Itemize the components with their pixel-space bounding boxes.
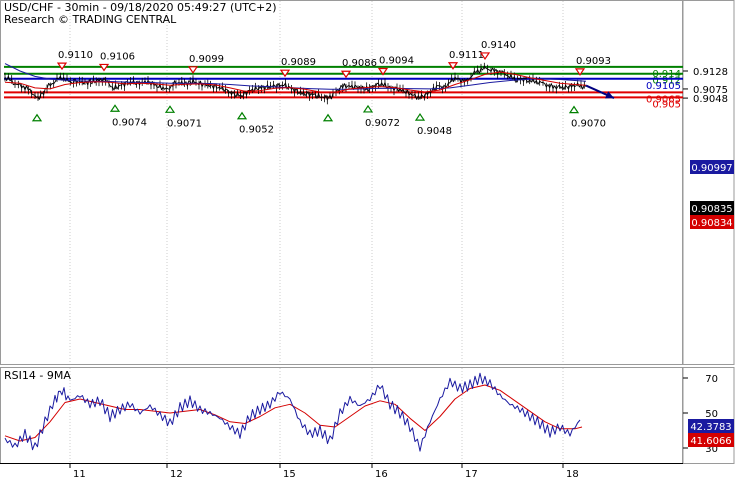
price-series (4, 62, 587, 105)
swing-high-triangle (479, 52, 491, 61)
rsi-axis-frame (682, 367, 735, 464)
forecast-arrowhead (605, 91, 614, 99)
x-tick-label: 17 (465, 469, 478, 480)
forecast-arrow (585, 84, 615, 100)
swing-high-triangle (56, 62, 68, 71)
swing-high-label: 0.9086 (342, 58, 377, 69)
price-tag-label: 0.90835 (691, 204, 732, 215)
swing-high-triangle (574, 68, 586, 76)
rsi-tag-box (688, 433, 734, 447)
price-panel-frame (0, 0, 683, 365)
swing-high-label: 0.9094 (379, 56, 414, 67)
swing-high-label: 0.9140 (481, 40, 516, 51)
swing-low-triangle (31, 113, 43, 122)
swing-low-triangle (322, 113, 334, 122)
ma-blue-line (4, 63, 587, 90)
rsi-tag-label: 42.3783 (690, 422, 731, 433)
swing-high-label: 0.9106 (100, 51, 135, 62)
chart-title: USD/CHF - 30min - 09/18/2020 05:49:27 (U… (4, 1, 277, 14)
swing-high-triangle (447, 62, 459, 70)
level-label: 0.9105 (646, 81, 681, 92)
swing-high-label: 0.9093 (576, 56, 611, 67)
price-tag-label: 0.90834 (691, 218, 732, 229)
swing-low-label: 0.9071 (167, 118, 202, 129)
price-tag-box (690, 160, 734, 174)
chart-subtitle: Research © TRADING CENTRAL (4, 13, 177, 26)
swing-low-triangle (164, 105, 176, 113)
x-tick-label: 15 (283, 469, 296, 480)
rsi-tick-label: 70 (705, 374, 718, 385)
swing-low-label: 0.9072 (365, 118, 400, 129)
ma-red-line (4, 71, 587, 93)
swing-high-triangle (98, 63, 110, 72)
x-tick-label: 11 (73, 469, 86, 480)
price-tag-label: 0.90997 (691, 163, 732, 174)
swing-low-label: 0.9052 (239, 125, 274, 136)
swing-high-triangle (279, 69, 291, 78)
swing-low-triangle (109, 104, 121, 112)
swing-high-triangle (377, 67, 389, 76)
rsi-line (4, 372, 581, 452)
x-tick-label: 16 (375, 469, 388, 480)
swing-high-label: 0.9110 (58, 50, 93, 61)
swing-low-triangle (362, 104, 374, 113)
swing-markers: 0.9110 0.9106 0.9099 0.9089 0.9086 0.9094 0.91… (31, 40, 611, 137)
level-label: 0.905 (652, 99, 681, 110)
rsi-title: RSI14 - 9MA (4, 369, 71, 382)
swing-low-triangle (236, 111, 248, 120)
rsi-tag-box (688, 419, 734, 433)
x-tick-label: 12 (170, 469, 183, 480)
swing-high-label: 0.9089 (281, 57, 316, 68)
y-tick-label: 0.9048 (693, 94, 728, 105)
axis-labels: 11 12 15 16 17 180.91280.90750.90487050300.90… (0, 67, 734, 480)
rsi-tag-label: 41.6066 (690, 436, 731, 447)
swing-low-triangle (414, 113, 426, 121)
swing-high-triangle (340, 70, 352, 79)
rsi-series (4, 372, 583, 452)
price-axis-frame (682, 0, 735, 365)
price-tag-box (690, 215, 734, 229)
level-label: 0.912 (652, 76, 681, 87)
x-tick-label: 18 (566, 469, 579, 480)
price-tag-box (690, 201, 734, 215)
swing-high-triangle (187, 66, 199, 74)
rsi-panel-frame (0, 367, 683, 464)
rsi-tick-label: 50 (705, 409, 718, 420)
level-label: 0.9065 (646, 94, 681, 105)
swing-low-label: 0.9070 (571, 119, 606, 130)
swing-high-label: 0.9111 (449, 50, 484, 61)
y-tick-label: 0.9128 (693, 67, 728, 78)
swing-high-label: 0.9099 (189, 54, 224, 65)
swing-low-label: 0.9074 (112, 117, 147, 128)
price-line (4, 65, 587, 101)
rsi-tick-label: 30 (705, 444, 718, 455)
y-tick-label: 0.9075 (693, 85, 728, 96)
swing-low-triangle (568, 105, 580, 114)
grid-lines (69, 1, 564, 463)
swing-low-label: 0.9048 (417, 126, 452, 137)
